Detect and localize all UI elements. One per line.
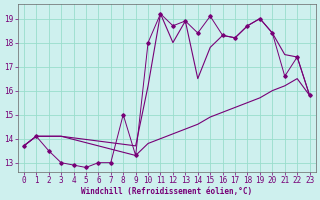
- X-axis label: Windchill (Refroidissement éolien,°C): Windchill (Refroidissement éolien,°C): [81, 187, 252, 196]
